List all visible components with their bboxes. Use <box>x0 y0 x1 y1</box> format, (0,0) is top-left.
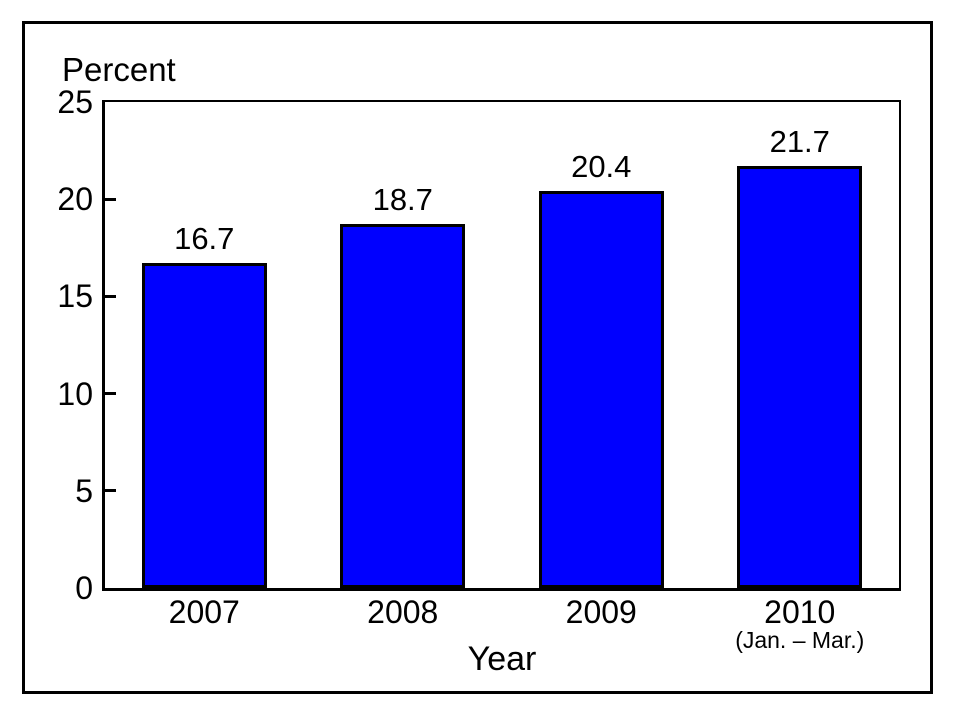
x-tick-label-2007: 2007 <box>168 594 240 630</box>
bar-value-label-2008: 18.7 <box>372 182 433 218</box>
x-tick-label-2008: 2008 <box>367 594 439 630</box>
y-tick-mark <box>105 197 116 201</box>
y-tick-mark <box>105 392 116 396</box>
x-tick-label-2009: 2009 <box>565 594 637 630</box>
bar-value-label-2007: 16.7 <box>174 221 235 257</box>
y-tick-label: 10 <box>57 375 93 412</box>
x-tick-sublabel-2010: (Jan. – Mar.) <box>735 627 865 653</box>
figure-border <box>22 21 933 694</box>
y-tick-label: 0 <box>75 570 93 606</box>
y-tick-mark <box>105 294 116 298</box>
bar-2009 <box>538 191 664 588</box>
y-tick-label: 25 <box>57 84 93 120</box>
bar-value-label-2009: 20.4 <box>571 149 632 185</box>
plot-area: 16.7 18.7 20.4 21.7 <box>102 100 901 591</box>
y-axis-title: Percent <box>62 51 176 88</box>
bar-2008 <box>340 224 466 588</box>
bar-2007 <box>141 263 267 588</box>
y-tick-label: 20 <box>57 181 93 218</box>
y-tick-label: 15 <box>57 278 93 315</box>
y-tick-mark <box>105 489 116 493</box>
x-axis-title: Year <box>467 640 537 678</box>
y-tick-label: 5 <box>75 472 93 509</box>
x-tick-label-2010: 2010 <box>764 594 836 630</box>
bar-2010 <box>737 166 863 588</box>
bar-value-label-2010: 21.7 <box>769 124 830 160</box>
